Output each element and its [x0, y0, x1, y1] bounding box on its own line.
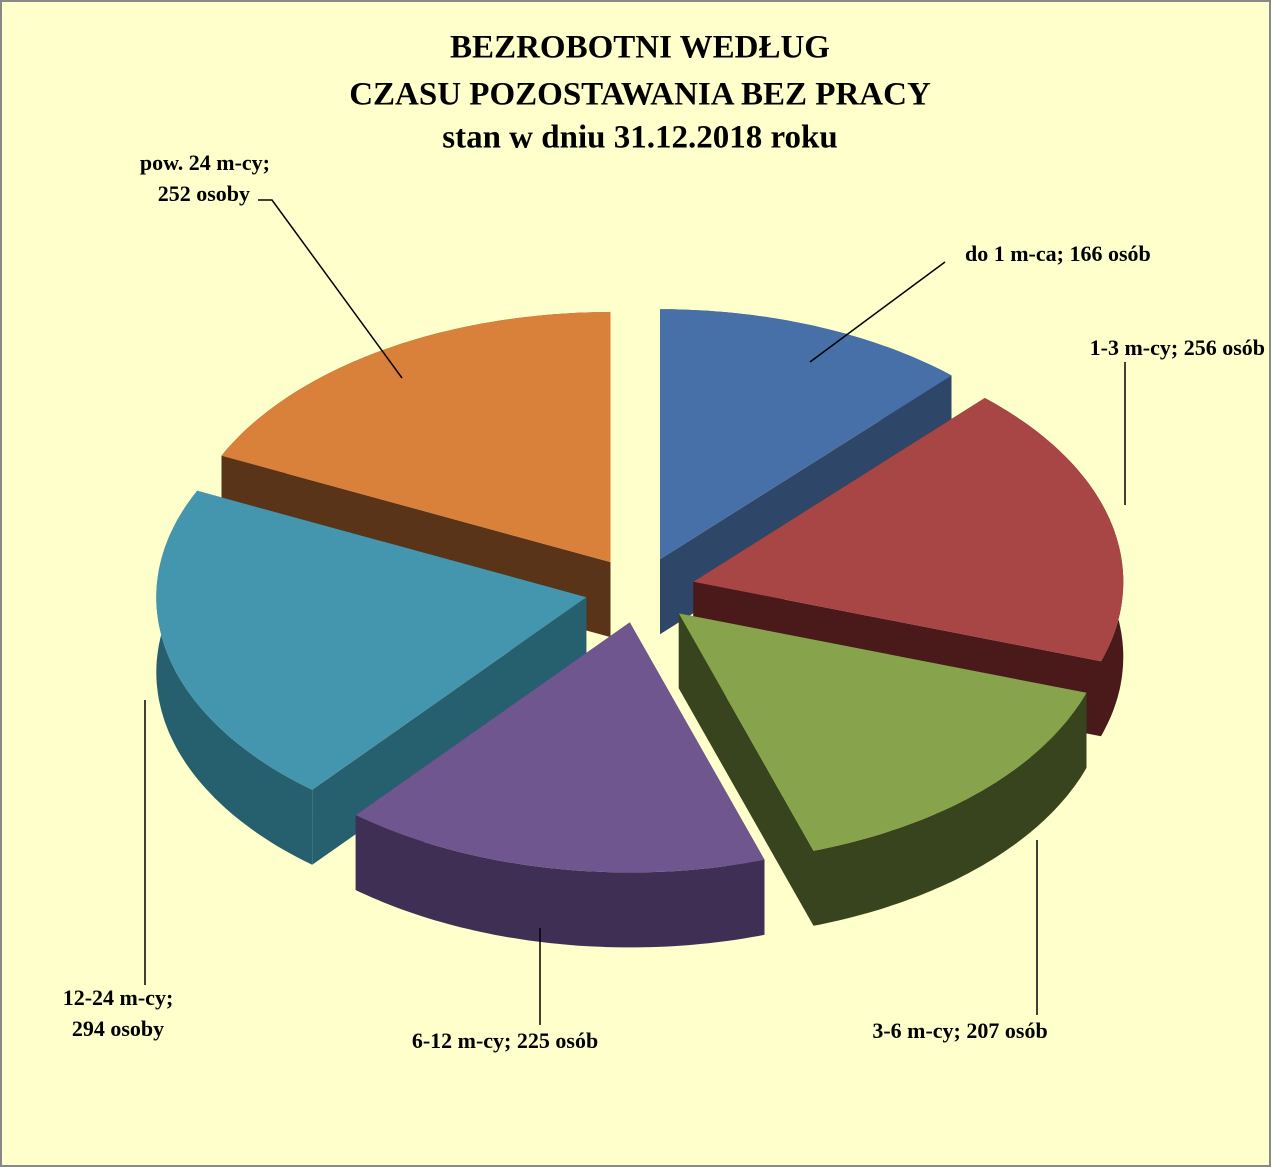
chart-title: BEZROBOTNI WEDŁUG	[450, 30, 830, 66]
leader-line	[258, 199, 403, 379]
leader-line	[809, 261, 946, 363]
pie	[156, 309, 1124, 948]
data-label: 294 osoby	[72, 1016, 164, 1041]
data-label: 6-12 m-cy; 225 osób	[412, 1028, 598, 1053]
slice-side	[156, 490, 313, 865]
data-label: do 1 m-ca; 166 osób	[965, 241, 1151, 266]
slice-side	[355, 815, 765, 948]
data-label: 3-6 m-cy; 207 osób	[872, 1018, 1047, 1043]
slice	[693, 398, 1124, 662]
slice	[221, 312, 611, 563]
data-label: 1-3 m-cy; 256 osób	[1090, 335, 1265, 360]
slice	[156, 490, 587, 790]
slice-side	[678, 613, 814, 926]
slice	[355, 622, 765, 873]
data-label: 252 osoby	[158, 181, 250, 206]
chart-title: stan w dniu 31.12.2018 roku	[442, 120, 838, 156]
slice	[660, 309, 952, 560]
slice	[678, 613, 1087, 851]
slice-side	[813, 692, 1087, 926]
data-label: pow. 24 m-cy;	[140, 150, 270, 175]
chart-title: CZASU POZOSTAWANIA BEZ PRACY	[349, 77, 931, 113]
data-label: 12-24 m-cy;	[63, 985, 174, 1010]
labels: do 1 m-ca; 166 osób 1-3 m-cy; 256 osób 3-6…	[63, 150, 1265, 1053]
